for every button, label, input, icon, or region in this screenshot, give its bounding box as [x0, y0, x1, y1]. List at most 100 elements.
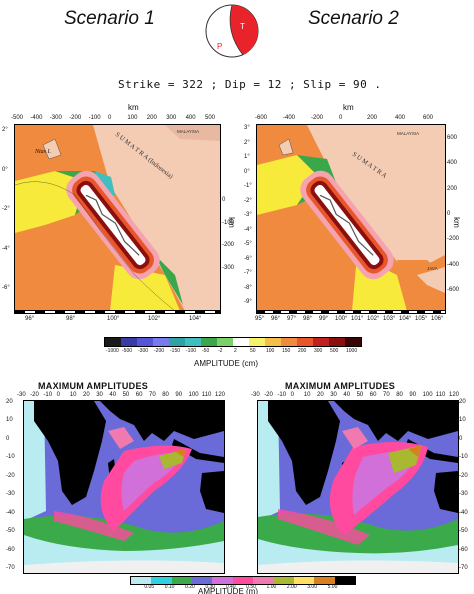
- malaysia-label: MALAYSIA: [177, 129, 199, 134]
- lat-tick: 0: [459, 435, 463, 442]
- colorbar-swatch: [131, 577, 152, 584]
- lon-tick: 90: [175, 392, 183, 398]
- scenario-2-title: Scenario 2: [308, 8, 399, 29]
- lat-tick: 3°: [244, 125, 250, 131]
- km-tick: -200: [447, 236, 460, 243]
- colorbar-swatch: [329, 338, 345, 346]
- colorbar-label: 2: [234, 348, 237, 354]
- km-tick: 0: [108, 115, 112, 121]
- lon-tick: 95°: [255, 316, 265, 322]
- lon-tick: 90: [409, 392, 417, 398]
- lat-tick: -50: [6, 528, 15, 535]
- lat-tick: -2°: [2, 206, 10, 212]
- km-tick: -100: [88, 115, 101, 121]
- regional-right-bottom-frame: [256, 310, 446, 314]
- scenario-1-title: Scenario 1: [64, 8, 155, 29]
- focal-mechanism-beachball: T P: [205, 4, 259, 58]
- lat-tick: -30: [459, 491, 468, 498]
- lat-tick: 2°: [244, 139, 250, 146]
- regional-right-km-unit: km: [343, 103, 354, 112]
- lat-tick: -6°: [2, 285, 10, 291]
- colorbar-label: 500: [330, 348, 339, 354]
- colorbar-swatch: [265, 338, 281, 346]
- lat-tick: -3°: [244, 212, 252, 218]
- lat-tick: -70: [6, 565, 15, 571]
- km-tick: -200: [69, 115, 82, 121]
- colorbar-label: -150: [170, 348, 181, 354]
- regional-map-right: S U M A T R A MALAYSIA JAVA: [256, 124, 446, 312]
- km-tick: 200: [367, 115, 378, 121]
- colorbar-swatch: [137, 338, 153, 346]
- lat-tick: 0: [6, 435, 10, 442]
- km-tick: 600: [423, 115, 434, 121]
- lon-tick: 110: [201, 392, 212, 398]
- nias-island: [42, 138, 62, 160]
- beachball-t-label: T: [240, 22, 245, 31]
- lon-tick: -30: [17, 392, 26, 398]
- lat-tick: 10: [6, 417, 13, 424]
- colorbar-label: -100: [186, 348, 197, 354]
- lat-tick: -60: [459, 546, 468, 553]
- lon-tick: 20: [83, 392, 90, 398]
- global-left-title: MAXIMUM AMPLITUDES: [38, 381, 149, 391]
- lat-tick: -40: [6, 509, 15, 516]
- colorbar-swatch: [345, 338, 361, 346]
- asia-landmass: [100, 401, 224, 441]
- lat-tick: -9°: [244, 299, 252, 305]
- lon-tick: 120: [215, 392, 226, 398]
- lon-tick: 96°: [271, 316, 281, 322]
- sumatra-landmass: [93, 125, 220, 311]
- lat-tick: -10: [459, 454, 468, 461]
- lon-tick: 80: [162, 392, 169, 398]
- colorbar-swatch: [169, 338, 185, 346]
- lon-tick: 0: [56, 392, 60, 398]
- colorbar-swatch: [232, 577, 254, 584]
- colorbar-label: -300: [138, 348, 149, 354]
- lat-tick: -50: [459, 528, 468, 535]
- km-tick: 300: [166, 115, 177, 121]
- colorbar-label: 0.50: [246, 584, 256, 590]
- lon-tick: -10: [277, 392, 287, 398]
- km-tick: 400: [447, 160, 458, 167]
- colorbar-swatch: [153, 338, 169, 346]
- km-tick: 0: [222, 197, 226, 203]
- lon-tick: 60: [135, 392, 143, 398]
- colorbar-label: 1.00: [266, 584, 277, 590]
- lat-tick: -20: [459, 472, 468, 479]
- lon-tick: 60: [369, 392, 377, 398]
- regional-map-left: Nias I. S U M A T R A (Indonesia) MALAYS…: [14, 124, 221, 312]
- colorbar-swatch: [334, 577, 355, 584]
- lon-tick: 96°: [25, 316, 35, 322]
- regional-colorbar: [104, 337, 362, 347]
- global-colorbar: [130, 576, 356, 585]
- lat-tick: -4°: [244, 226, 252, 233]
- lon-tick: 104°: [399, 316, 412, 322]
- lon-tick: 10: [69, 392, 77, 398]
- colorbar-swatch: [233, 338, 249, 346]
- km-tick: -200: [311, 115, 324, 121]
- lat-tick: -2°: [244, 197, 252, 204]
- global-map-left: [23, 400, 225, 574]
- regional-colorbar-title: AMPLITUDE (cm): [194, 359, 258, 368]
- colorbar-label: -1000: [106, 348, 119, 354]
- km-tick: 200: [447, 185, 458, 192]
- regional-right-side-km-unit: km: [451, 217, 461, 228]
- colorbar-label: 0.20: [185, 584, 195, 590]
- lon-tick: 70: [383, 392, 390, 398]
- km-tick: 600: [447, 135, 458, 141]
- colorbar-label: 2.00: [286, 584, 297, 590]
- beachball-p-label: P: [217, 42, 222, 51]
- colorbar-swatch: [314, 577, 335, 584]
- colorbar-label: -50: [202, 348, 210, 354]
- fault-parameters: Strike = 322 ; Dip = 12 ; Slip = 90 .: [118, 78, 382, 91]
- lon-tick: 50: [356, 392, 364, 398]
- lon-tick: 80: [396, 392, 403, 398]
- lon-tick: 102°: [367, 316, 380, 322]
- lat-tick: -4°: [2, 245, 10, 252]
- lon-tick: 106°: [431, 316, 444, 322]
- lon-tick: 98°: [66, 316, 76, 322]
- km-tick: -400: [283, 115, 296, 121]
- km-tick: 400: [395, 115, 406, 121]
- lat-tick: 10: [459, 417, 466, 424]
- java-label: JAVA: [427, 266, 438, 271]
